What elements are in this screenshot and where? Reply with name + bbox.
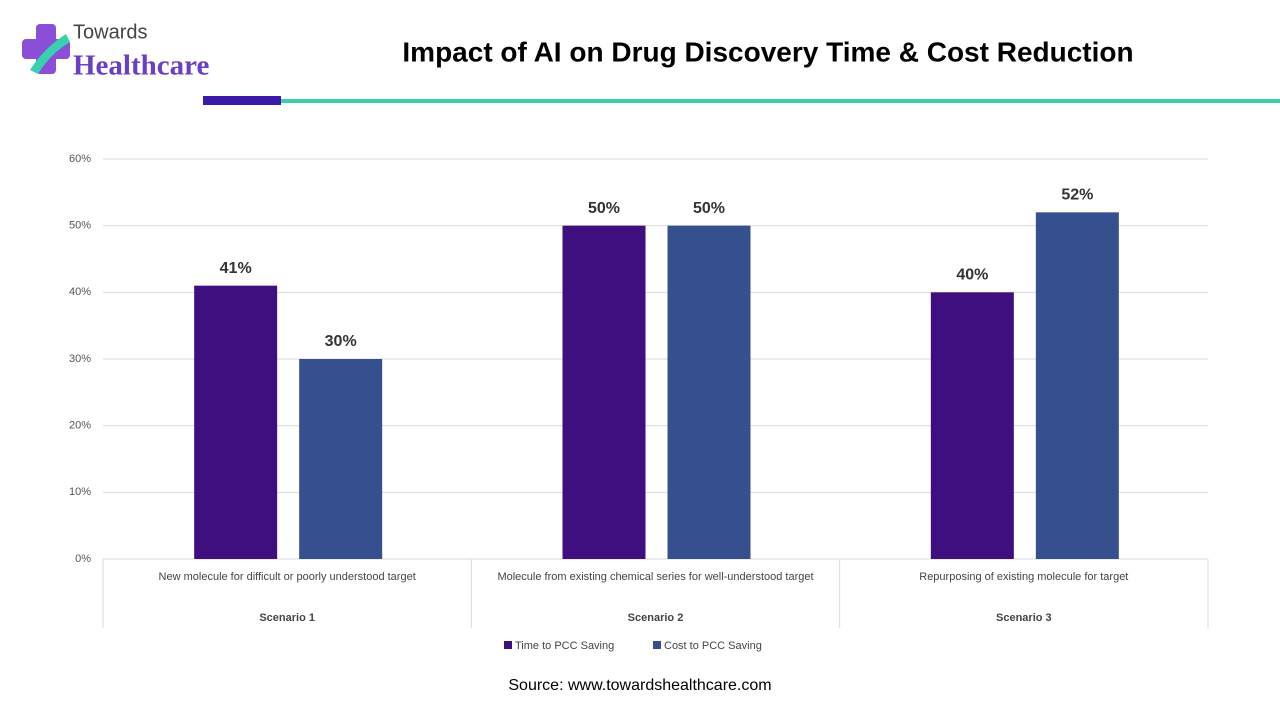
- header-rule: [203, 96, 281, 105]
- x-tick-label: New molecule for difficult or poorly und…: [158, 571, 416, 583]
- logo-text: Towards: [73, 21, 147, 43]
- x-group-label: Scenario 3: [996, 612, 1052, 624]
- value-label: 30%: [325, 333, 357, 350]
- x-tick-label: Repurposing of existing molecule for tar…: [919, 571, 1129, 583]
- y-tick-label: 40%: [69, 286, 91, 298]
- value-label: 50%: [588, 200, 620, 217]
- logo-text: Healthcare: [73, 50, 209, 82]
- source: Source: www.towardshealthcare.com: [508, 677, 771, 694]
- legend-label: Cost to PCC Saving: [664, 640, 762, 652]
- logo-icon: [22, 24, 70, 74]
- value-label: 40%: [956, 267, 988, 284]
- y-tick-label: 60%: [69, 153, 91, 165]
- bar: [667, 225, 751, 559]
- y-tick-label: 50%: [69, 220, 91, 232]
- y-tick-label: 0%: [75, 553, 91, 565]
- value-label: 52%: [1061, 187, 1093, 204]
- value-label: 50%: [693, 200, 725, 217]
- y-tick-label: 20%: [69, 420, 91, 432]
- bar: [1035, 212, 1119, 560]
- bar: [930, 292, 1014, 559]
- bar: [562, 225, 646, 559]
- x-group-label: Scenario 1: [259, 612, 315, 624]
- legend-label: Time to PCC Saving: [515, 640, 614, 652]
- value-label: 41%: [220, 260, 252, 277]
- legend-marker: [653, 641, 661, 649]
- bar: [299, 359, 383, 559]
- x-group-label: Scenario 2: [627, 612, 684, 624]
- chart-title: Impact of AI on Drug Discovery Time & Co…: [402, 36, 1133, 67]
- y-tick-label: 30%: [69, 353, 91, 365]
- legend-marker: [504, 641, 512, 649]
- header-rule: [281, 99, 1280, 103]
- y-tick-label: 10%: [69, 486, 91, 498]
- bar: [194, 285, 278, 559]
- x-tick-label: Molecule from existing chemical series f…: [497, 571, 814, 583]
